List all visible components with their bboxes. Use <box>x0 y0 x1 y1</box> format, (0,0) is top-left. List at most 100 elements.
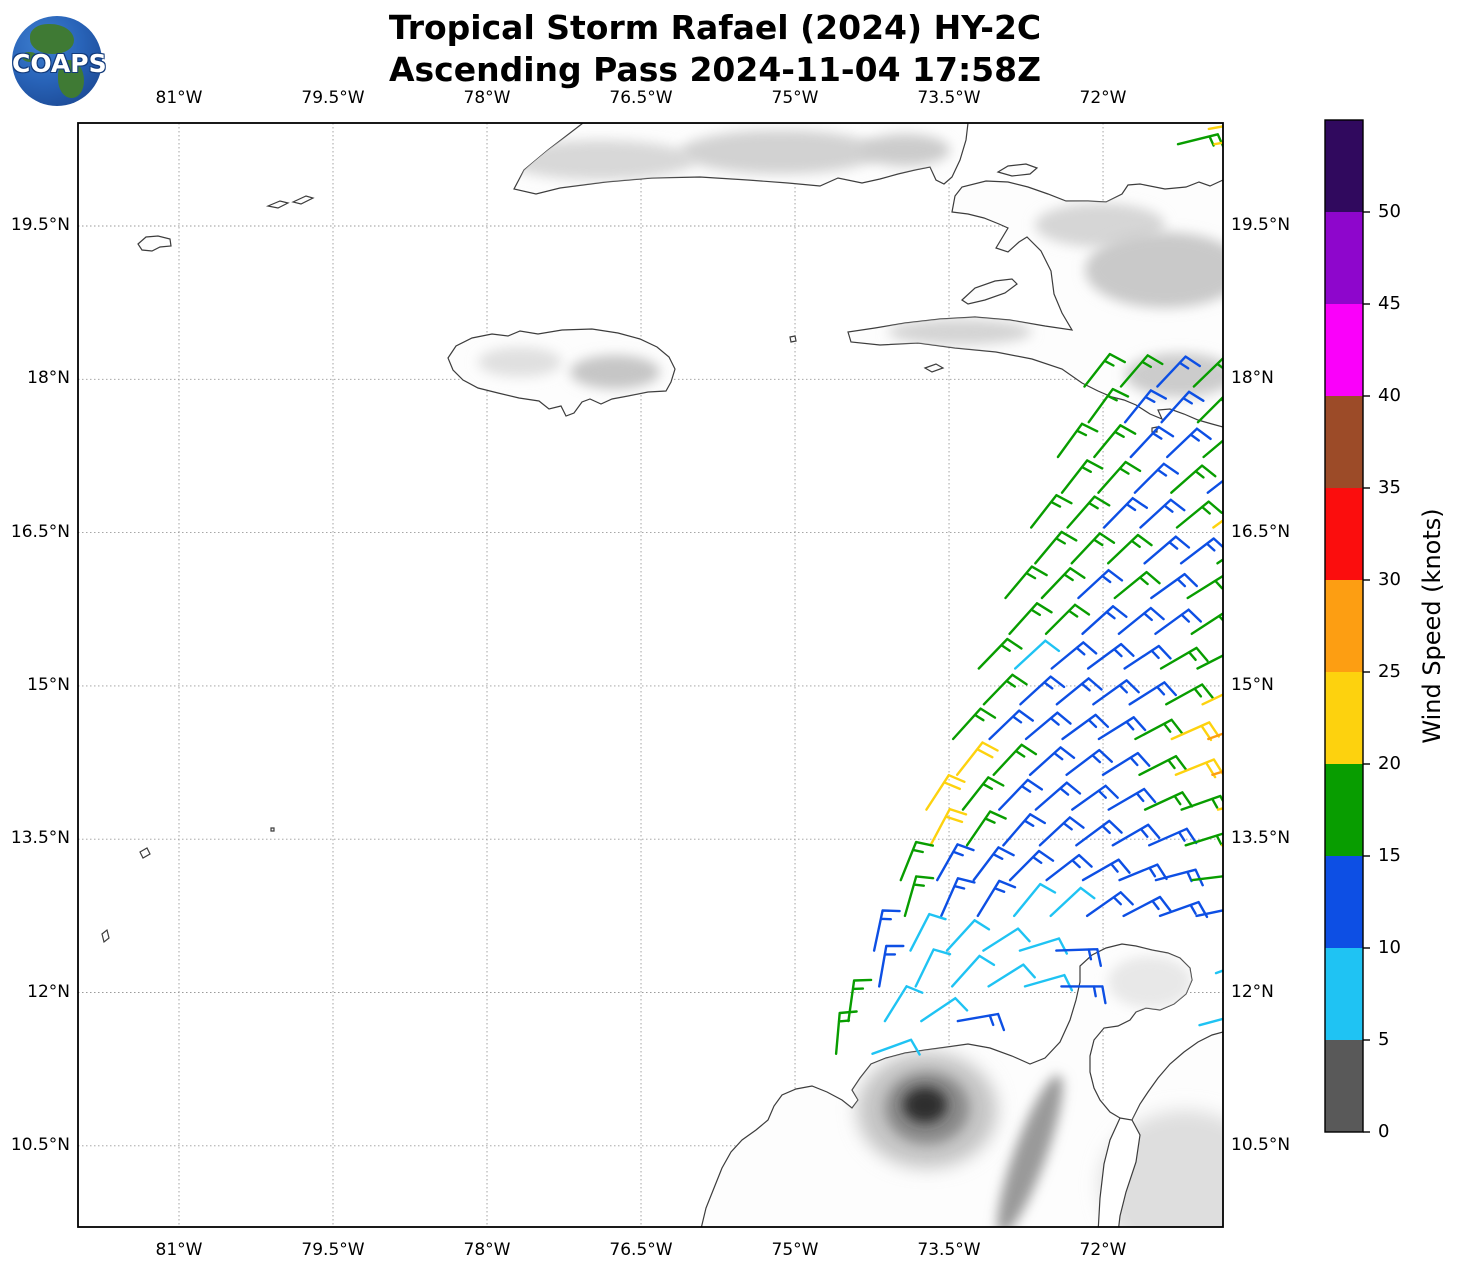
wind-barb <box>1013 882 1057 918</box>
lon-tick-label: 73.5°W <box>917 1240 981 1260</box>
lon-tick-label: 75°W <box>771 88 819 108</box>
wind-barb <box>1154 868 1204 887</box>
wind-barb <box>1070 532 1116 565</box>
lon-tick-label: 79.5°W <box>301 1240 365 1260</box>
wind-barb <box>1166 427 1212 459</box>
wind-barb <box>1002 813 1046 847</box>
colorbar-band <box>1325 580 1363 672</box>
coastlines <box>101 123 1223 1227</box>
wind-barb <box>1101 751 1151 776</box>
colorbar-band <box>1325 212 1363 304</box>
wind-barb <box>1192 356 1223 388</box>
coastline-providencia <box>139 847 151 859</box>
wind-barb <box>1055 677 1103 706</box>
wind-barb <box>1107 533 1153 565</box>
wind-barb <box>1156 355 1201 388</box>
coastline-gonave-island <box>961 278 1018 305</box>
lat-tick-label: 18°N <box>27 368 70 389</box>
wind-barb <box>1034 781 1082 811</box>
globe-icon <box>12 16 102 106</box>
wind-barb <box>1107 787 1157 811</box>
wind-barb <box>1190 612 1223 635</box>
wind-barb <box>1201 693 1223 706</box>
wind-barb <box>1060 459 1104 494</box>
wind-barb <box>872 909 901 952</box>
coastline-grand-cayman <box>137 235 172 252</box>
colorbar-tick-label: 10 <box>1378 937 1401 958</box>
colorbar-tick-label: 35 <box>1378 477 1401 498</box>
wind-barb <box>950 954 996 988</box>
wind-barb <box>1154 608 1202 635</box>
colorbar-band <box>1325 120 1363 212</box>
wind-barb <box>1102 497 1148 529</box>
wind-barb <box>1118 863 1168 882</box>
wind-barb <box>1148 827 1198 847</box>
wind-barb <box>1040 567 1086 600</box>
graticule <box>78 123 1223 1227</box>
lat-tick-label: 19.5°N <box>10 215 70 235</box>
wind-barb <box>992 743 1038 776</box>
wind-barb <box>1045 853 1093 882</box>
wind-barb <box>1065 748 1113 776</box>
wind-barb <box>1122 895 1172 918</box>
wind-barb <box>1019 675 1066 706</box>
wind-barb <box>1165 683 1214 706</box>
wind-barb <box>951 707 997 741</box>
wind-barb <box>1023 973 1074 992</box>
wind-barb <box>878 944 905 988</box>
lon-tick-label: 81°W <box>155 88 203 108</box>
coastline-ile-a-vache <box>923 363 945 373</box>
colorbar-band <box>1325 856 1363 948</box>
wind-barb <box>945 919 991 952</box>
wind-barb <box>1034 530 1078 565</box>
wind-barb <box>1186 575 1223 600</box>
wind-barb <box>1170 464 1217 494</box>
wind-barb <box>1143 791 1194 811</box>
wind-barb <box>982 673 1028 706</box>
wind-barb <box>1128 681 1177 706</box>
wind-barb <box>1228 613 1274 634</box>
colorbar <box>1324 119 1370 1133</box>
coastline-bank-speck <box>270 827 275 832</box>
wind-barb <box>834 1010 858 1055</box>
colorbar-title: Wind Speed (knots) <box>1418 508 1446 744</box>
wind-barb <box>1133 462 1179 494</box>
wind-barb <box>883 985 924 1023</box>
lat-tick-label: 19.5°N <box>1231 215 1291 235</box>
wind-barb <box>1176 133 1223 150</box>
wind-barb <box>1097 716 1147 741</box>
wind-barb <box>1123 389 1167 424</box>
wind-barb <box>1071 784 1119 811</box>
wind-barb <box>1055 948 1102 967</box>
plot-title-line2: Ascending Pass 2024-11-04 17:58Z <box>388 50 1042 89</box>
wind-barb <box>1060 985 1107 1005</box>
wind-barb <box>987 963 1036 988</box>
wind-barb <box>1008 849 1055 882</box>
wind-barb <box>1180 794 1223 811</box>
wind-barb <box>909 912 947 952</box>
wind-barb <box>1044 603 1091 635</box>
wind-barb <box>1083 352 1126 388</box>
wind-barb <box>847 978 873 1023</box>
coastline-little-cayman <box>265 200 290 209</box>
wind-barb <box>1207 732 1223 741</box>
coaps-logo: COAPS <box>12 16 107 106</box>
lon-tick-label: 72°W <box>1079 88 1127 108</box>
lat-tick-label: 15°N <box>1231 674 1274 695</box>
wind-barb <box>972 846 1015 882</box>
lon-tick-label: 72°W <box>1079 1240 1127 1260</box>
colorbar-band <box>1325 764 1363 856</box>
wind-barb <box>1150 572 1198 600</box>
lat-tick-label: 13.5°N <box>1231 828 1291 849</box>
lat-tick-label: 18°N <box>1231 368 1274 389</box>
wind-barb <box>965 810 1007 847</box>
wind-barb <box>1213 141 1223 146</box>
wind-barb <box>925 774 966 811</box>
wind-barb <box>982 927 1031 952</box>
wind-barb <box>1191 875 1223 882</box>
lon-tick-label: 78°W <box>463 1240 511 1260</box>
wind-barb <box>1123 644 1172 670</box>
wind-barb <box>1008 602 1053 635</box>
